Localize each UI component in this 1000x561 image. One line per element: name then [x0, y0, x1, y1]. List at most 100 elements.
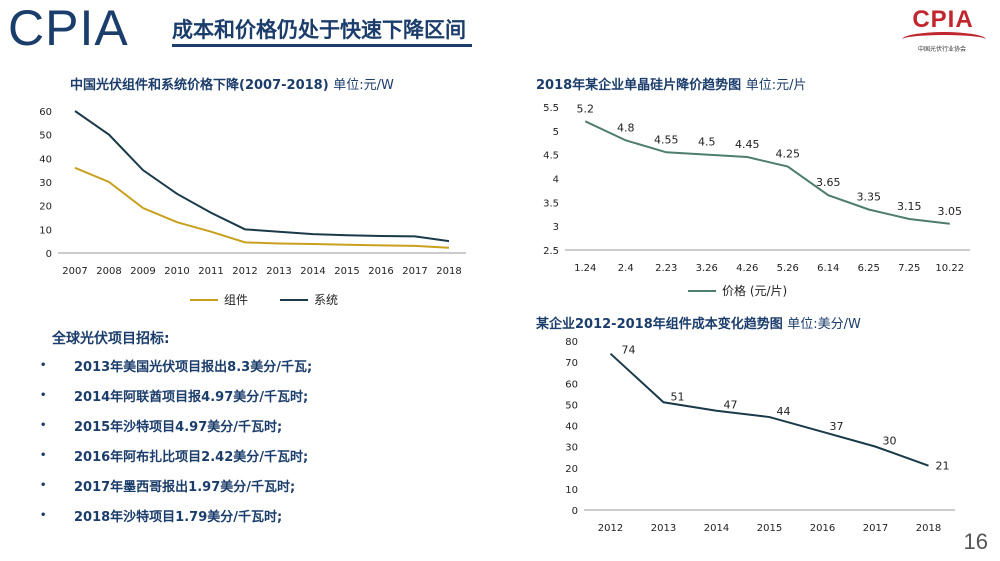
bid-text: 2013年美国光伏项目报出8.3美分/千瓦;: [74, 360, 313, 375]
bids-list: 全球光伏项目招标: • 2013年美国光伏项目报出8.3美分/千瓦; • 2014年…: [40, 328, 470, 536]
x-tick-label: 2008: [96, 266, 121, 277]
data-label: 4.8: [617, 121, 635, 134]
bid-text: 2014年阿联酋项目报4.97美分/千瓦时;: [74, 390, 309, 405]
legend-label: 组件: [224, 293, 248, 307]
x-tick-label: 2010: [164, 266, 189, 277]
data-label: 21: [936, 460, 950, 473]
y-tick-label: 3: [553, 222, 559, 233]
chart2-wafer-price: 2.533.544.555.51.24 2.4 2.23 3.26 4.26 5.26 6.…: [543, 102, 970, 298]
y-tick-label: 4.5: [543, 151, 559, 162]
bullet-icon: •: [40, 480, 47, 491]
list-item: • 2015年沙特项目4.97美分/千瓦时;: [40, 416, 470, 446]
chart2-title-unit: 单位:元/片: [745, 78, 807, 93]
y-tick-label: 0: [46, 249, 52, 260]
slide-header: CPIA 成本和价格仍处于快速下降区间 CPIA 中国光伏行业协会: [0, 0, 1000, 60]
data-label: 3.05: [938, 205, 963, 218]
y-tick-label: 60: [565, 379, 578, 390]
brand-mark: CPIA: [912, 6, 974, 33]
x-tick-label: 2015: [334, 266, 359, 277]
data-label: 4.55: [654, 133, 679, 146]
bids-heading: 全球光伏项目招标:: [52, 331, 170, 347]
y-tick-label: 5.5: [543, 103, 559, 114]
data-label: 44: [777, 405, 791, 418]
list-item: • 2013年美国光伏项目报出8.3美分/千瓦;: [40, 356, 470, 386]
chart2-title-main: 2018年某企业单晶硅片降价趋势图: [536, 78, 742, 93]
bid-text: 2015年沙特项目4.97美分/千瓦时;: [74, 420, 283, 435]
x-tick-label: 2017: [863, 523, 888, 534]
x-tick-label: 3.26: [696, 263, 718, 274]
chart2-title: 2018年某企业单晶硅片降价趋势图 单位:元/片: [536, 74, 806, 93]
y-tick-label: 20: [39, 202, 52, 213]
cpia-logo: CPIA: [8, 0, 129, 56]
x-tick-label: 2014: [704, 523, 729, 534]
y-tick-label: 50: [565, 400, 578, 411]
chart3-title-unit: 单位:美分/W: [787, 317, 861, 332]
data-label: 4.5: [698, 136, 716, 149]
chart1-title-main: 中国光伏组件和系统价格下降(2007-2018): [70, 78, 329, 93]
chart1-title-unit: 单位:元/W: [333, 78, 394, 93]
x-tick-label: 5.26: [777, 263, 799, 274]
y-tick-label: 4: [553, 175, 559, 186]
page-number: 16: [963, 529, 988, 554]
y-tick-label: 5: [553, 127, 559, 138]
y-tick-label: 0: [572, 506, 578, 517]
data-label: 5.2: [577, 102, 595, 115]
y-tick-label: 10: [565, 485, 578, 496]
series-line-1: [74, 110, 450, 243]
bullet-icon: •: [40, 360, 47, 371]
x-tick-label: 2012: [232, 266, 257, 277]
list-item: • 2017年墨西哥报出1.97美分/千瓦时;: [40, 476, 470, 506]
y-tick-label: 20: [565, 464, 578, 475]
list-item: • 2018年沙特项目1.79美分/千瓦时;: [40, 506, 470, 536]
data-label: 4.25: [776, 148, 801, 161]
x-tick-label: 2.23: [655, 263, 677, 274]
x-tick-label: 2016: [368, 266, 393, 277]
x-tick-label: 2.4: [618, 263, 634, 274]
chart3-title-main: 某企业2012-2018年组件成本变化趋势图: [536, 317, 783, 332]
y-tick-label: 2.5: [543, 246, 559, 257]
slide-title: 成本和价格仍处于快速下降区间: [172, 18, 466, 42]
series-line-0: [74, 166, 450, 249]
x-tick-label: 6.25: [858, 263, 880, 274]
x-tick-label: 2017: [402, 266, 427, 277]
y-tick-label: 30: [565, 443, 578, 454]
data-label: 30: [883, 435, 897, 448]
bullet-icon: •: [40, 450, 47, 461]
y-tick-label: 60: [39, 107, 52, 118]
legend-label: 系统: [314, 293, 338, 307]
x-tick-label: 2015: [757, 523, 782, 534]
x-tick-label: 2009: [130, 266, 155, 277]
data-label: 47: [724, 399, 738, 412]
brand-arc-icon: [902, 32, 986, 47]
list-item: • 2014年阿联酋项目报4.97美分/千瓦时;: [40, 386, 470, 416]
x-tick-label: 2007: [62, 266, 87, 277]
brand-subtitle: 中国光伏行业协会: [917, 46, 966, 53]
data-label: 3.65: [816, 176, 841, 189]
data-label: 37: [830, 420, 844, 433]
y-tick-label: 80: [565, 337, 578, 348]
bid-text: 2018年沙特项目1.79美分/千瓦时;: [74, 510, 283, 525]
data-label: 74: [622, 344, 636, 357]
bullet-icon: •: [40, 420, 47, 431]
x-tick-label: 10.22: [935, 263, 964, 274]
bullet-icon: •: [40, 390, 47, 401]
x-tick-label: 2018: [436, 266, 461, 277]
chart1-price-decline: 0 10 20 30 40 50 60 2007 2008 2009 2010 2011 2012 201…: [39, 107, 466, 307]
y-tick-label: 50: [39, 131, 52, 142]
x-tick-label: 2016: [810, 523, 835, 534]
y-tick-label: 30: [39, 178, 52, 189]
bullet-icon: •: [40, 510, 47, 521]
x-tick-label: 2013: [266, 266, 291, 277]
chart3-title: 某企业2012-2018年组件成本变化趋势图 单位:美分/W: [536, 313, 861, 332]
bid-text: 2017年墨西哥报出1.97美分/千瓦时;: [74, 480, 296, 495]
data-label: 51: [671, 390, 685, 403]
y-tick-label: 3.5: [543, 198, 559, 209]
x-tick-label: 4.26: [736, 263, 758, 274]
legend-label: 价格 (元/片): [722, 283, 787, 298]
brand-logo: CPIA 中国光伏行业协会: [888, 4, 996, 58]
list-item: • 2016年阿布扎比项目2.42美分/千瓦时;: [40, 446, 470, 476]
y-tick-label: 40: [39, 154, 52, 165]
series-line-0: [584, 120, 950, 225]
x-tick-label: 6.14: [817, 263, 839, 274]
data-label: 3.15: [897, 200, 922, 213]
